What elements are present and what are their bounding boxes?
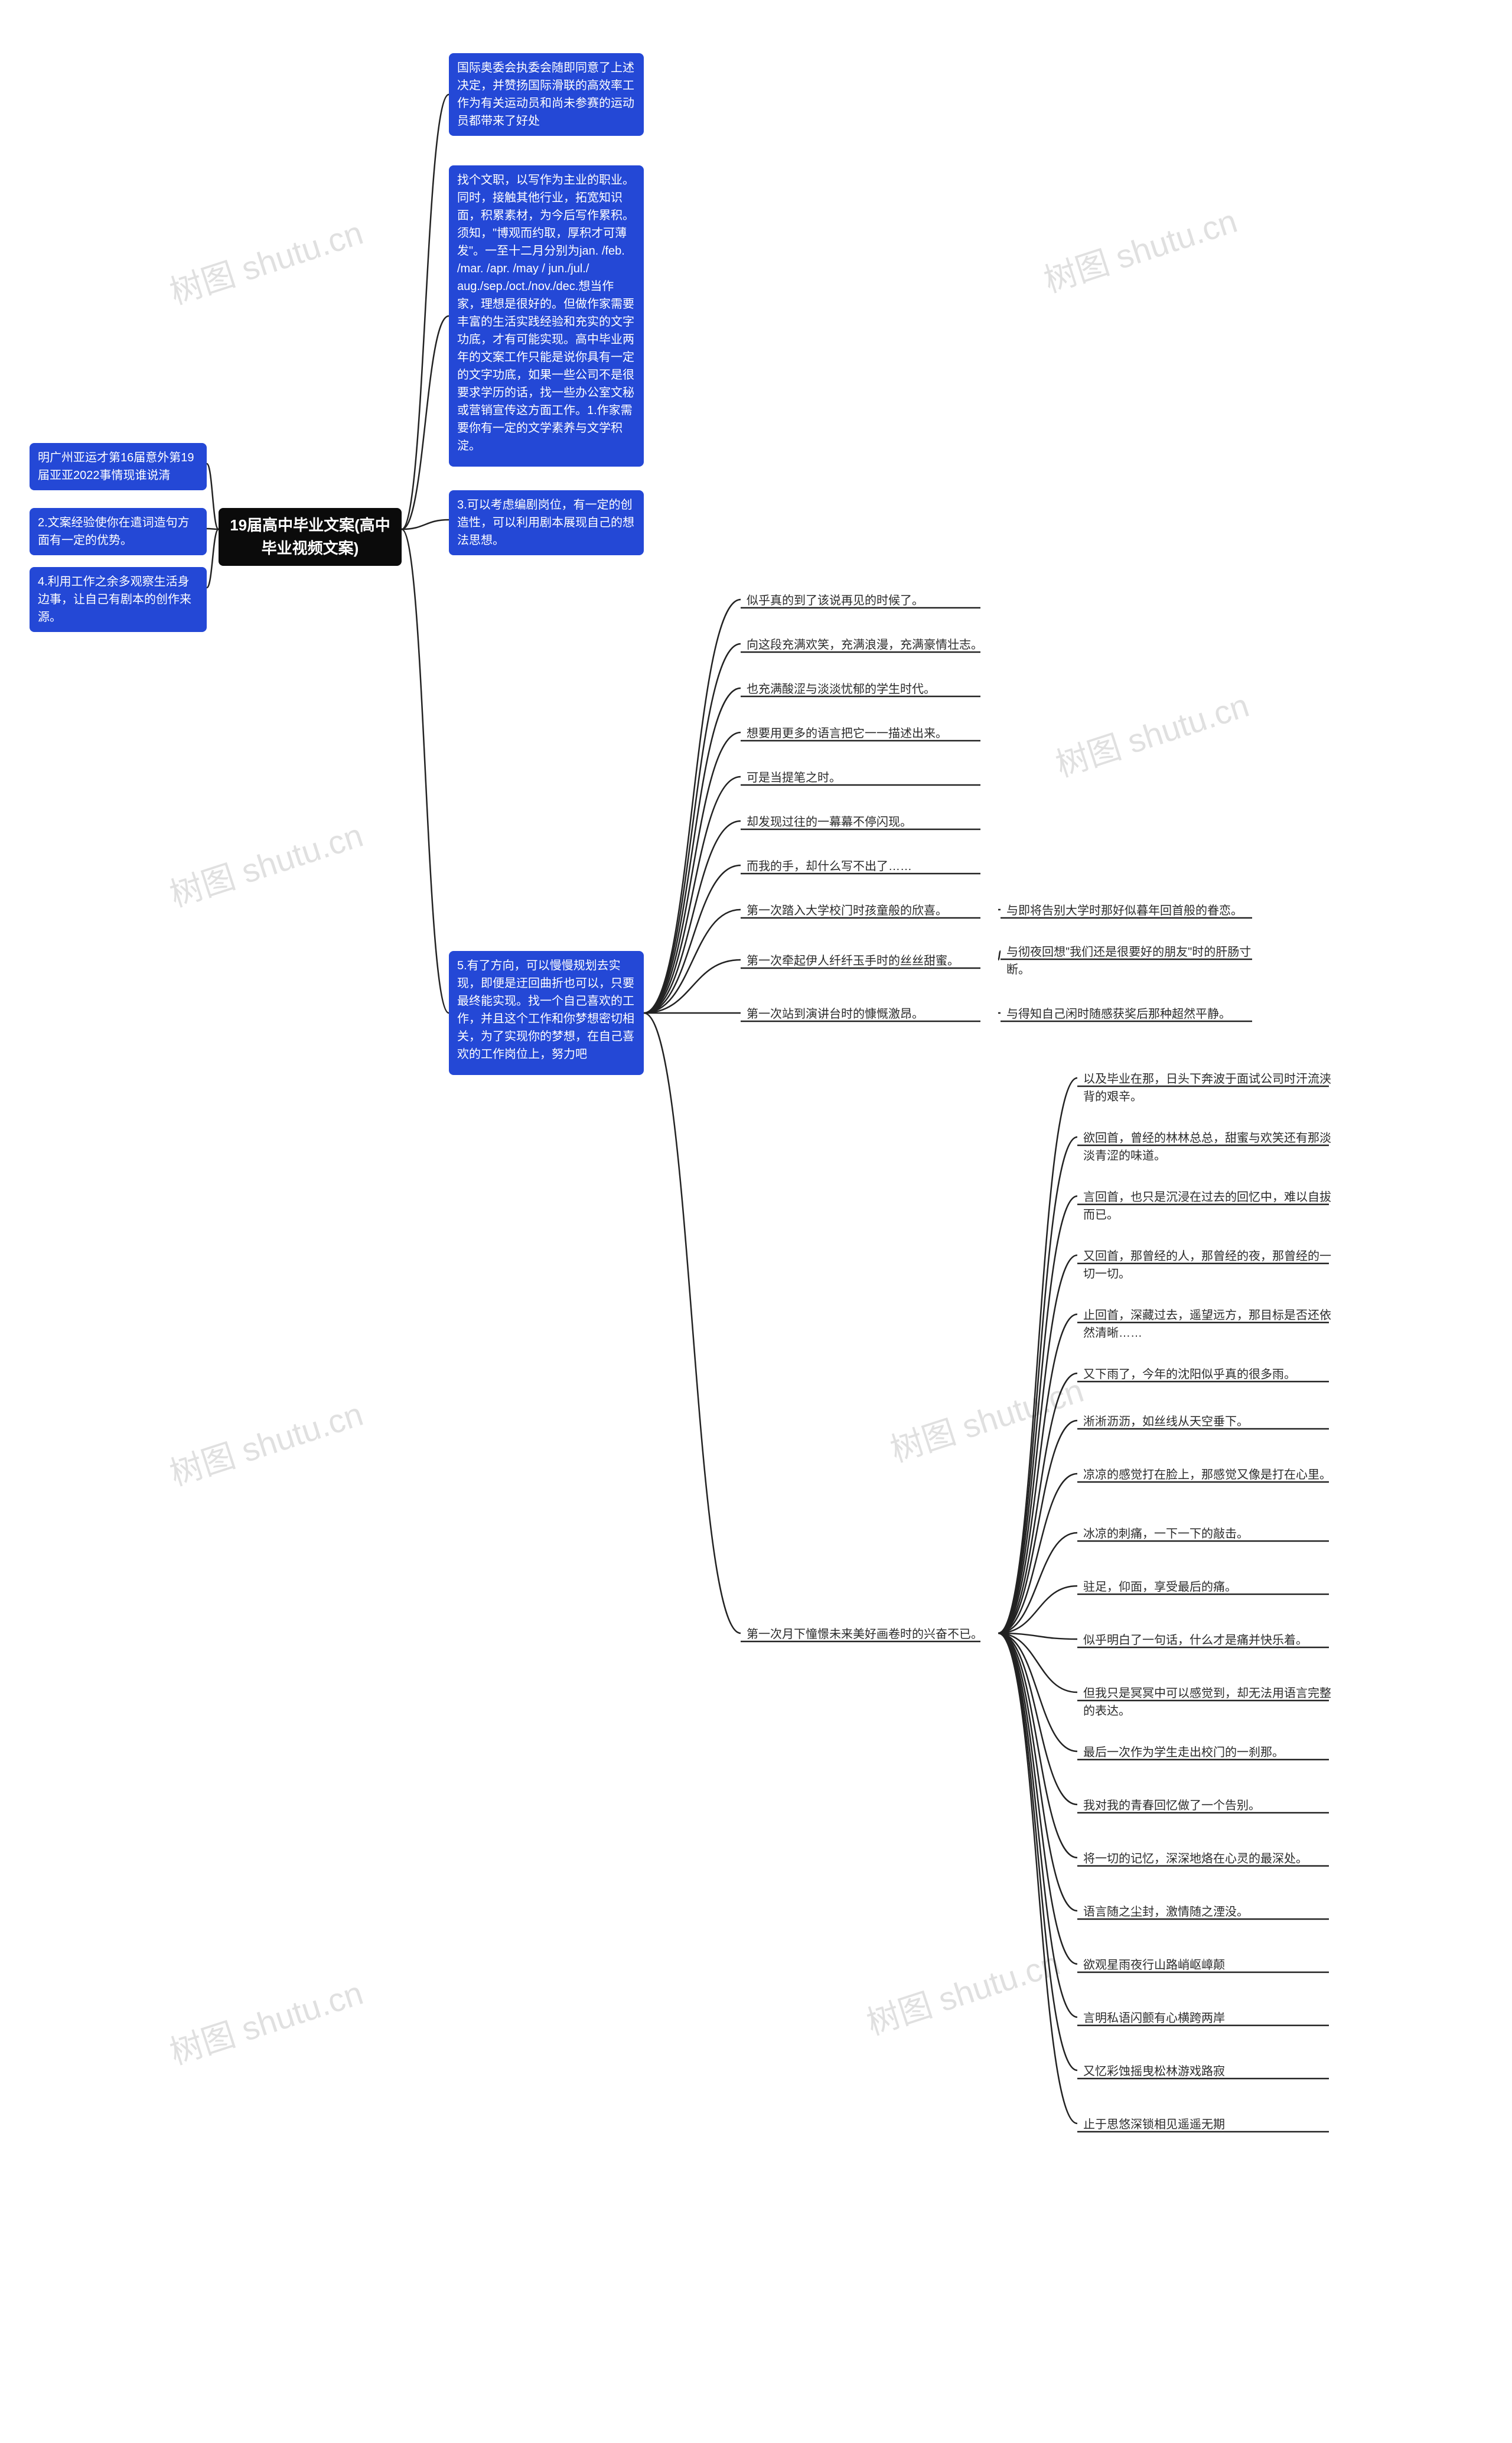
r4c9a: 与彻夜回想"我们还是很要好的朋友"时的肝肠寸断。 — [1004, 942, 1264, 980]
g20: 止于思悠深锁相见遥遥无期 — [1081, 2115, 1341, 2135]
root-node: 19届高中毕业文案(高中毕业视频文案) — [219, 508, 402, 566]
g1: 以及毕业在那，日头下奔波于面试公司时汗流浃背的艰辛。 — [1081, 1069, 1341, 1107]
g15: 将一切的记忆，深深地烙在心灵的最深处。 — [1081, 1849, 1341, 1869]
g9: 冰凉的刺痛，一下一下的敲击。 — [1081, 1524, 1341, 1544]
L2: 2.文案经验使你在遣词造句方面有一定的优势。 — [30, 508, 207, 555]
edge — [644, 865, 741, 1013]
r4c7: 而我的手，却什么写不出了…… — [744, 856, 992, 877]
L3: 4.利用工作之余多观察生活身边事，让自己有剧本的创作来源。 — [30, 567, 207, 632]
r4c6: 却发现过往的一幕幕不停闪现。 — [744, 812, 992, 832]
edge — [402, 316, 449, 529]
g7: 淅淅沥沥，如丝线从天空垂下。 — [1081, 1412, 1341, 1432]
edge — [644, 688, 741, 1013]
r4c10: 第一次站到演讲台时的慷慨激昂。 — [744, 1004, 992, 1024]
g17: 欲观星雨夜行山路峭岖嶂颠 — [1081, 1955, 1341, 1975]
edge — [207, 529, 219, 588]
g12: 但我只是冥冥中可以感觉到，却无法用语言完整的表达。 — [1081, 1683, 1341, 1721]
g3: 言回首，也只是沉浸在过去的回忆中，难以自拔而已。 — [1081, 1187, 1341, 1225]
R3: 3.可以考虑编剧岗位，有一定的创造性，可以利用剧本展现自己的想法思想。 — [449, 490, 644, 555]
edge — [998, 1196, 1077, 1633]
g6: 又下雨了，今年的沈阳似乎真的很多雨。 — [1081, 1364, 1341, 1385]
edge — [998, 1078, 1077, 1633]
g19: 又忆彩蚀摇曳松林游戏路寂 — [1081, 2061, 1341, 2082]
R4: 5.有了方向，可以慢慢规划去实现，即便是迂回曲折也可以，只要最终能实现。找一个自… — [449, 951, 644, 1075]
r4c8: 第一次踏入大学校门时孩童般的欣喜。 — [744, 901, 992, 921]
edge — [207, 464, 219, 529]
g8: 凉凉的感觉打在脸上，那感觉又像是打在心里。 — [1081, 1465, 1341, 1485]
r4c3: 也充满酸涩与淡淡忧郁的学生时代。 — [744, 679, 992, 699]
edge — [998, 951, 1001, 960]
edge — [644, 600, 741, 1013]
edge — [998, 1633, 1077, 2123]
edge — [998, 1633, 1077, 1804]
g14: 我对我的青春回忆做了一个告别。 — [1081, 1796, 1341, 1816]
r4c11: 第一次月下憧憬未来美好画卷时的兴奋不已。 — [744, 1624, 992, 1644]
r4c8a: 与即将告别大学时那好似暮年回首般的眷恋。 — [1004, 901, 1264, 921]
g2: 欲回首，曾经的林林总总，甜蜜与欢笑还有那淡淡青涩的味道。 — [1081, 1128, 1341, 1166]
edge — [998, 1255, 1077, 1633]
r4c1: 似乎真的到了该说再见的时候了。 — [744, 591, 992, 611]
mindmap-canvas: 19届高中毕业文案(高中毕业视频文案) 明广州亚运才第16届意外第19届亚亚202… — [0, 0, 1512, 2443]
L1: 明广州亚运才第16届意外第19届亚亚2022事情现谁说清 — [30, 443, 207, 490]
g13: 最后一次作为学生走出校门的一刹那。 — [1081, 1742, 1341, 1763]
edge — [998, 1421, 1077, 1633]
r4c4: 想要用更多的语言把它一一描述出来。 — [744, 724, 992, 744]
r4c10a: 与得知自己闲时随感获奖后那种超然平静。 — [1004, 1004, 1264, 1024]
R1: 国际奥委会执委会随即同意了上述决定，并赞扬国际滑联的高效率工作为有关运动员和尚未… — [449, 53, 644, 136]
edge — [402, 95, 449, 529]
R2: 找个文职，以写作为主业的职业。同时，接触其他行业，拓宽知识面，积累素材，为今后写… — [449, 165, 644, 467]
r4c5: 可是当提笔之时。 — [744, 768, 992, 788]
edge — [402, 529, 449, 1013]
r4c2: 向这段充满欢笑，充满浪漫，充满豪情壮志。 — [744, 635, 992, 655]
edge — [644, 732, 741, 1013]
g16: 语言随之尘封，激情随之湮没。 — [1081, 1902, 1341, 1922]
g10: 驻足，仰面，享受最后的痛。 — [1081, 1577, 1341, 1597]
r4c9: 第一次牵起伊人纤纤玉手时的丝丝甜蜜。 — [744, 951, 992, 971]
g18: 言明私语闪颤有心横跨两岸 — [1081, 2008, 1341, 2028]
g4: 又回首，那曾经的人，那曾经的夜，那曾经的一切一切。 — [1081, 1246, 1341, 1284]
g5: 止回首，深藏过去，遥望远方，那目标是否还依然清晰…… — [1081, 1305, 1341, 1343]
g11: 似乎明白了一句话，什么才是痛并快乐着。 — [1081, 1630, 1341, 1650]
edge — [644, 1013, 741, 1633]
